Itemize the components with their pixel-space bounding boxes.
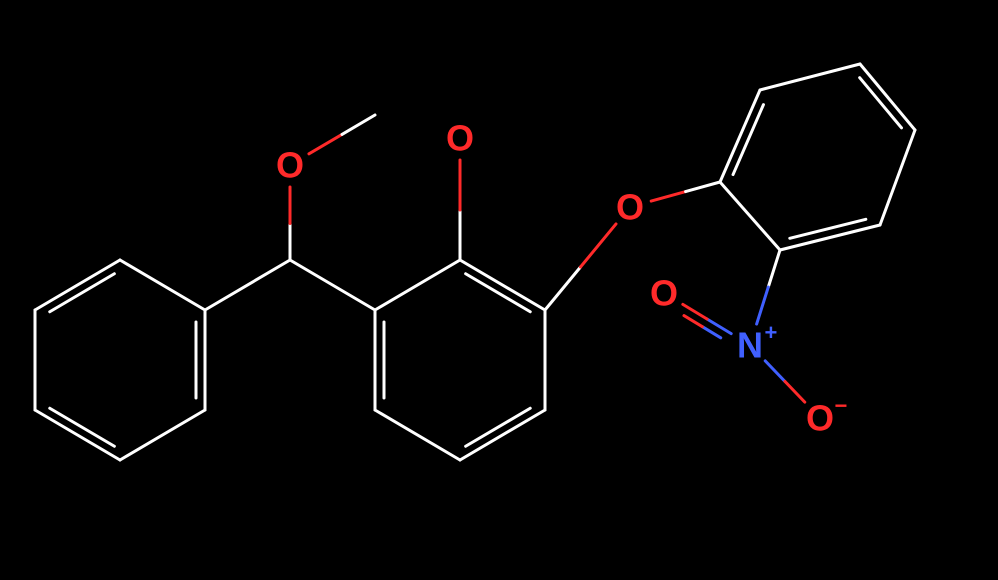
bond: [720, 90, 760, 182]
bond: [757, 287, 769, 324]
bond: [35, 260, 120, 310]
bond: [880, 130, 915, 225]
bond: [860, 64, 915, 130]
atom-charge: −: [834, 393, 847, 418]
o-atom-label: O: [270, 145, 310, 186]
bond: [466, 274, 531, 312]
bond: [768, 250, 780, 287]
bond: [50, 274, 115, 312]
atom-symbol: O: [650, 273, 678, 314]
bond: [545, 267, 580, 310]
atom-symbol: N: [737, 325, 763, 366]
bond: [684, 316, 702, 327]
bond: [35, 410, 120, 460]
bond: [790, 219, 866, 238]
bond: [120, 260, 205, 310]
bond: [785, 382, 805, 403]
atom-charge: +: [764, 320, 777, 345]
o-atom-label: O: [644, 273, 684, 314]
bond: [765, 361, 785, 382]
bond: [375, 410, 460, 460]
bond: [686, 182, 720, 192]
bond: [460, 260, 545, 310]
bond: [50, 408, 115, 446]
bond: [309, 134, 342, 153]
o-atom-label: O−: [800, 393, 847, 439]
bond: [460, 410, 545, 460]
atom-symbol: O: [616, 187, 644, 228]
bond: [702, 327, 720, 338]
bond: [651, 192, 685, 202]
bond: [120, 410, 205, 460]
bond: [860, 78, 902, 128]
molecule-diagram: OOON+OO−: [0, 0, 998, 580]
atom-symbol: O: [446, 118, 474, 159]
bond: [580, 224, 615, 267]
bond: [375, 260, 460, 310]
bond: [720, 182, 780, 250]
bond: [290, 260, 375, 310]
bond: [466, 408, 531, 446]
o-atom-label: O: [440, 118, 480, 159]
atom-symbol: O: [276, 145, 304, 186]
bond: [760, 64, 860, 90]
bond: [342, 115, 375, 134]
atom-symbol: O: [806, 398, 834, 439]
bond: [205, 260, 290, 310]
o-atom-label: O: [610, 187, 650, 228]
n-atom-label: N+: [730, 320, 777, 366]
